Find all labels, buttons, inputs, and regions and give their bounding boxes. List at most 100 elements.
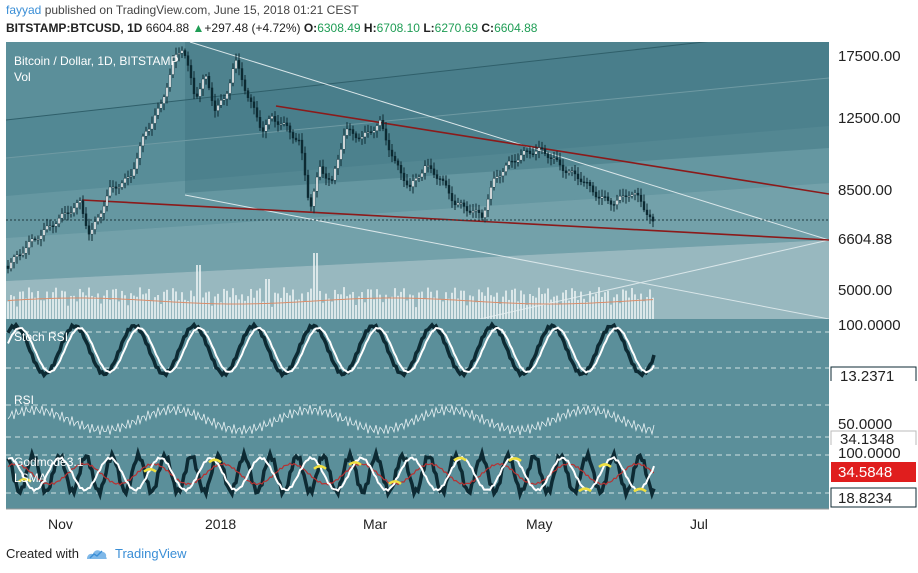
volume-bar: [514, 288, 516, 319]
candle-body: [63, 212, 67, 214]
candle-body: [246, 90, 250, 98]
candle-body: [78, 200, 82, 203]
candle-body: [639, 194, 643, 202]
candle-body: [519, 154, 523, 161]
volume-bar: [463, 290, 465, 319]
candle-body: [27, 241, 31, 249]
volume-bar: [601, 296, 603, 319]
volume-bar: [238, 299, 240, 319]
volume-bar: [292, 289, 294, 319]
candle-body: [567, 171, 571, 174]
candle-body: [132, 168, 136, 177]
volume-bar: [316, 253, 318, 319]
volume-bar: [574, 290, 576, 319]
candle-body: [240, 68, 244, 81]
price-label-5000: 5000.00: [838, 282, 892, 299]
candle-body: [144, 131, 148, 137]
volume-bar: [610, 304, 612, 319]
volume-bar: [541, 294, 543, 319]
volume-bar: [220, 302, 222, 319]
volume-bar: [55, 287, 57, 319]
tradingview-logo-icon[interactable]: [85, 547, 109, 561]
volume-bar: [382, 302, 384, 319]
tradingview-brand-link[interactable]: TradingView: [114, 546, 187, 561]
volume-bar: [340, 294, 342, 319]
volume-bar: [430, 291, 432, 319]
volume-bar: [454, 287, 456, 319]
lsma-yellow-segment: [508, 457, 522, 462]
candle-body: [456, 202, 460, 206]
volume-bar: [619, 303, 621, 319]
volume-bar: [76, 301, 78, 319]
candle-body: [534, 151, 538, 155]
volume-bar: [241, 294, 243, 319]
rsi-pane[interactable]: RSI 50.0000 34.1348: [6, 381, 918, 448]
candle-body: [138, 145, 142, 159]
candle-body: [243, 79, 247, 91]
candle-body: [477, 209, 481, 213]
candle-body: [90, 229, 94, 235]
volume-bar: [577, 299, 579, 319]
time-axis[interactable]: Nov 2018 Mar May Jul: [6, 508, 829, 543]
volume-bar: [613, 297, 615, 319]
volume-bar: [529, 293, 531, 319]
candle-body: [450, 193, 454, 202]
candle-body: [606, 196, 610, 201]
volume-bar: [364, 302, 366, 319]
symbol-label[interactable]: BITSTAMP:BTCUSD, 1D: [6, 21, 143, 35]
price-axis[interactable]: 17500.00 12500.00 8500.00 5000.00 6604.8…: [829, 42, 918, 319]
volume-bar: [187, 300, 189, 319]
volume-bar: [163, 291, 165, 319]
stoch-scale-top: 100.0000: [838, 317, 901, 334]
volume-bar: [43, 300, 45, 319]
volume-bar: [337, 294, 339, 319]
volume-bar: [61, 290, 63, 319]
lsma-yellow-segment: [208, 458, 222, 464]
candle-body: [117, 187, 121, 189]
publisher-name[interactable]: fayyad: [6, 3, 42, 17]
volume-bar: [79, 288, 81, 319]
volume-bar: [136, 296, 138, 319]
candle-body: [471, 210, 475, 213]
candle-body: [261, 127, 265, 132]
volume-bar: [451, 292, 453, 319]
lsma-pane[interactable]: Godmode3.1 LSMA 100.0000 34.5848 18.8234: [6, 445, 918, 509]
candle-body: [447, 185, 451, 194]
candle-body: [390, 149, 394, 157]
candle-body: [288, 125, 292, 133]
volume-bar: [115, 288, 117, 319]
candle-body: [183, 50, 187, 56]
volume-bar: [19, 291, 21, 319]
candle-body: [9, 262, 13, 269]
candle-body: [417, 176, 421, 179]
volume-bar: [85, 295, 87, 319]
candle-body: [474, 209, 478, 212]
volume-bar: [580, 291, 582, 319]
volume-bar: [565, 290, 567, 319]
candle-body: [636, 192, 640, 196]
rsi-line: [7, 404, 655, 436]
candle-body: [213, 100, 217, 111]
volume-bar: [397, 295, 399, 319]
stoch-rsi-pane[interactable]: Stoch RSI 100.0000 13.2371: [6, 317, 918, 385]
chart-area[interactable]: Bitcoin / Dollar, 1D, BITSTAMP Vol 17500…: [0, 38, 918, 543]
candle-body: [153, 114, 157, 124]
candle-body: [276, 121, 280, 125]
stoch-rsi-title: Stoch RSI: [14, 330, 68, 344]
candle-body: [483, 209, 487, 218]
volume-bar: [583, 298, 585, 319]
candle-body: [462, 202, 466, 207]
volume-bar: [112, 289, 114, 319]
volume-bar: [184, 299, 186, 319]
volume-bar: [622, 289, 624, 319]
volume-bar: [349, 294, 351, 319]
volume-bar: [298, 299, 300, 319]
candle-body: [441, 178, 445, 181]
volume-bar: [475, 302, 477, 319]
volume-bar: [502, 296, 504, 319]
candle-body: [327, 178, 331, 180]
main-price-pane[interactable]: Bitcoin / Dollar, 1D, BITSTAMP Vol: [6, 38, 829, 319]
volume-bar: [145, 293, 147, 319]
volume-bar: [595, 293, 597, 319]
volume-bar: [310, 288, 312, 319]
